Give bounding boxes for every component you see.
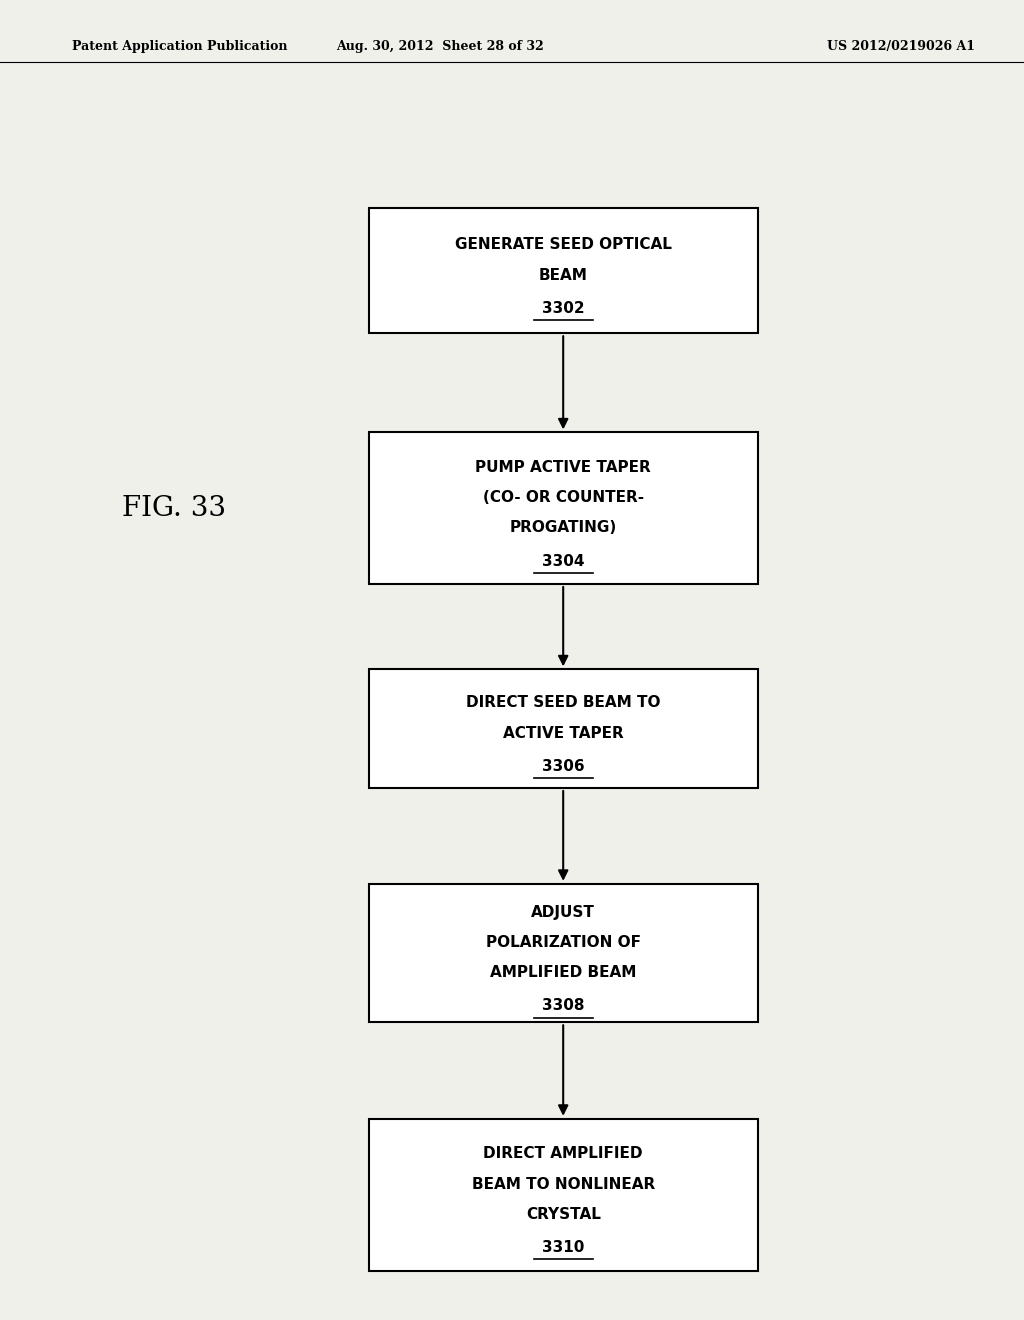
Text: 3310: 3310 [542, 1239, 585, 1255]
Text: POLARIZATION OF: POLARIZATION OF [485, 935, 641, 950]
Bar [369, 884, 758, 1022]
Text: 3306: 3306 [542, 759, 585, 774]
Text: ACTIVE TAPER: ACTIVE TAPER [503, 726, 624, 741]
Text: FIG. 33: FIG. 33 [122, 495, 226, 521]
Text: 3304: 3304 [542, 553, 585, 569]
Text: CRYSTAL: CRYSTAL [525, 1206, 601, 1222]
Text: (CO- OR COUNTER-: (CO- OR COUNTER- [482, 490, 644, 506]
Text: DIRECT AMPLIFIED: DIRECT AMPLIFIED [483, 1146, 643, 1162]
Text: Patent Application Publication: Patent Application Publication [72, 40, 287, 53]
Bar [369, 209, 758, 333]
Text: AMPLIFIED BEAM: AMPLIFIED BEAM [490, 965, 636, 981]
Text: PUMP ACTIVE TAPER: PUMP ACTIVE TAPER [475, 459, 651, 475]
Text: ADJUST: ADJUST [531, 904, 595, 920]
Text: GENERATE SEED OPTICAL: GENERATE SEED OPTICAL [455, 238, 672, 252]
Bar [369, 1119, 758, 1270]
Text: PROGATING): PROGATING) [510, 520, 616, 536]
Text: Aug. 30, 2012  Sheet 28 of 32: Aug. 30, 2012 Sheet 28 of 32 [337, 40, 544, 53]
Bar [369, 433, 758, 583]
Text: BEAM: BEAM [539, 268, 588, 282]
Bar [369, 669, 758, 788]
Text: DIRECT SEED BEAM TO: DIRECT SEED BEAM TO [466, 696, 660, 710]
Text: 3302: 3302 [542, 301, 585, 315]
Text: BEAM TO NONLINEAR: BEAM TO NONLINEAR [472, 1176, 654, 1192]
Text: 3308: 3308 [542, 998, 585, 1014]
Text: US 2012/0219026 A1: US 2012/0219026 A1 [827, 40, 975, 53]
